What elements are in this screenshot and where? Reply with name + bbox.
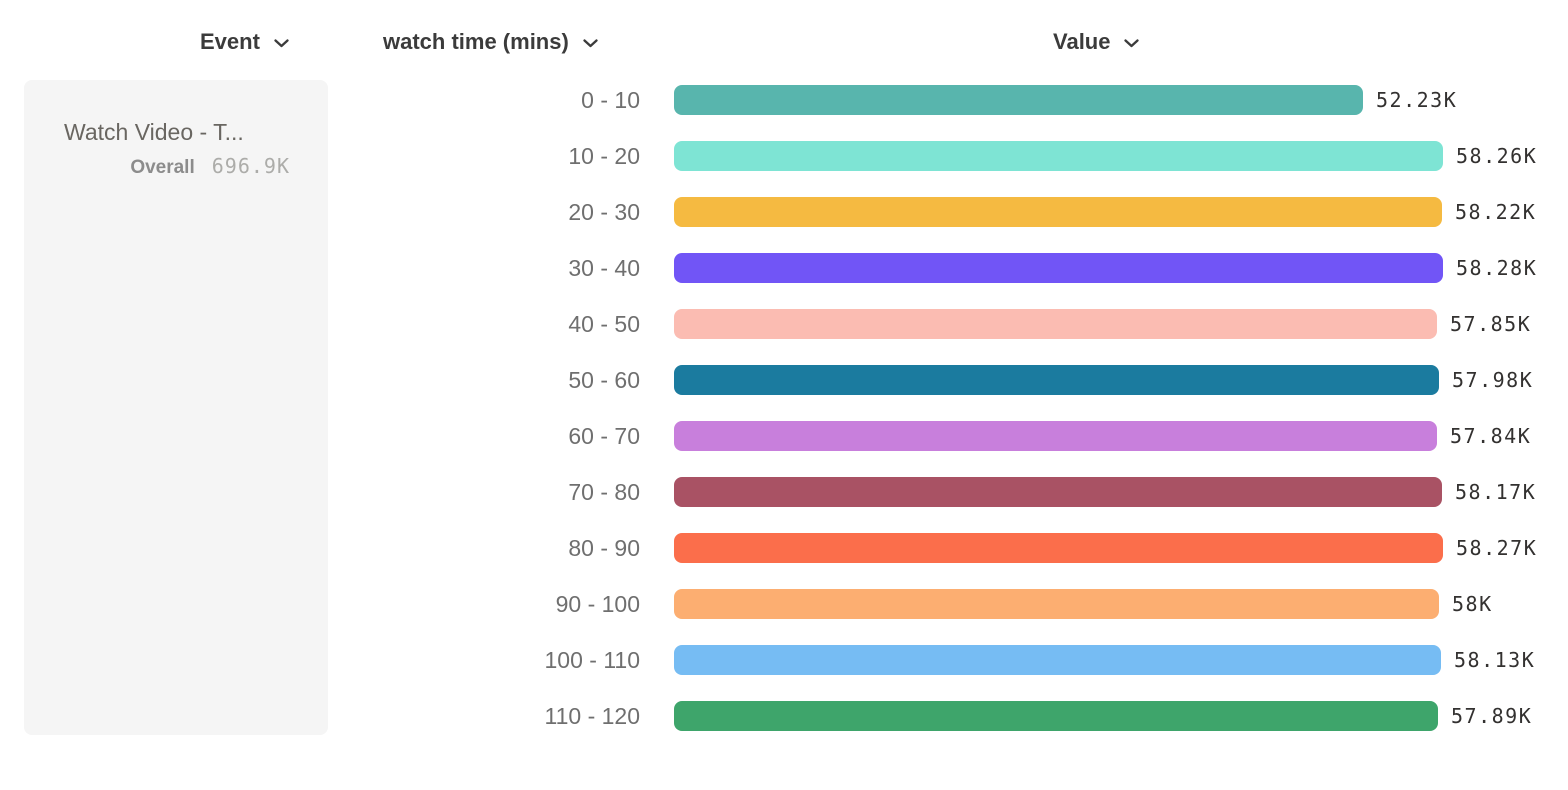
bar[interactable] bbox=[674, 197, 1442, 227]
bar[interactable] bbox=[674, 533, 1443, 563]
overall-row: Overall 696.9K bbox=[24, 154, 290, 179]
bar[interactable] bbox=[674, 309, 1437, 339]
chart-row: 90 - 100 58K bbox=[0, 576, 1568, 632]
chart-row: 30 - 40 58.28K bbox=[0, 240, 1568, 296]
column-header-event[interactable]: Event bbox=[200, 28, 289, 56]
bucket-label: 110 - 120 bbox=[544, 702, 640, 729]
chart-row: 60 - 70 57.84K bbox=[0, 408, 1568, 464]
chart-row: 10 - 20 58.26K bbox=[0, 128, 1568, 184]
chart-row: 80 - 90 58.27K bbox=[0, 520, 1568, 576]
bucket-label: 80 - 90 bbox=[568, 534, 640, 561]
value-label: 57.84K bbox=[1450, 424, 1532, 448]
bucket-label: 30 - 40 bbox=[568, 254, 640, 281]
value-label: 58.27K bbox=[1456, 536, 1538, 560]
bar-chart: 0 - 10 52.23K 10 - 20 58.26K 20 - 30 58.… bbox=[0, 72, 1568, 744]
column-header-watch-time-label: watch time (mins) bbox=[383, 29, 569, 54]
chart-row: 100 - 110 58.13K bbox=[0, 632, 1568, 688]
chart-row: 0 - 10 52.23K bbox=[0, 72, 1568, 128]
value-label: 57.89K bbox=[1451, 704, 1533, 728]
bucket-label: 90 - 100 bbox=[555, 590, 640, 617]
overall-label: Overall bbox=[130, 157, 195, 178]
bucket-label: 20 - 30 bbox=[568, 198, 640, 225]
value-label: 58.13K bbox=[1454, 648, 1536, 672]
chart-row: 70 - 80 58.17K bbox=[0, 464, 1568, 520]
value-label: 58.28K bbox=[1456, 256, 1538, 280]
column-header-watch-time[interactable]: watch time (mins) bbox=[383, 28, 598, 56]
value-label: 57.85K bbox=[1450, 312, 1532, 336]
chevron-down-icon bbox=[1124, 36, 1140, 48]
bar[interactable] bbox=[674, 701, 1438, 731]
overall-value: 696.9K bbox=[211, 154, 290, 178]
bar[interactable] bbox=[674, 421, 1437, 451]
bucket-label: 40 - 50 bbox=[568, 310, 640, 337]
chart-row: 110 - 120 57.89K bbox=[0, 688, 1568, 744]
column-header-value[interactable]: Value bbox=[1053, 28, 1140, 56]
bucket-label: 100 - 110 bbox=[544, 646, 640, 673]
event-title: Watch Video - T... bbox=[64, 119, 244, 145]
chart-row: 50 - 60 57.98K bbox=[0, 352, 1568, 408]
event-card[interactable]: Watch Video - T... Overall 696.9K bbox=[24, 80, 328, 735]
bar[interactable] bbox=[674, 253, 1443, 283]
bar[interactable] bbox=[674, 645, 1441, 675]
bucket-label: 50 - 60 bbox=[568, 366, 640, 393]
chart-row: 40 - 50 57.85K bbox=[0, 296, 1568, 352]
value-label: 58K bbox=[1452, 592, 1493, 616]
bar[interactable] bbox=[674, 365, 1439, 395]
column-header-value-label: Value bbox=[1053, 29, 1111, 54]
value-label: 57.98K bbox=[1452, 368, 1534, 392]
chart-row: 20 - 30 58.22K bbox=[0, 184, 1568, 240]
value-label: 58.26K bbox=[1456, 144, 1538, 168]
bucket-label: 10 - 20 bbox=[568, 142, 640, 169]
value-label: 58.22K bbox=[1455, 200, 1537, 224]
bucket-label: 0 - 10 bbox=[581, 86, 640, 113]
column-header-event-label: Event bbox=[200, 29, 260, 54]
chevron-down-icon bbox=[274, 36, 289, 48]
bar[interactable] bbox=[674, 141, 1443, 171]
chevron-down-icon bbox=[583, 36, 598, 48]
value-label: 52.23K bbox=[1376, 88, 1458, 112]
bar[interactable] bbox=[674, 85, 1363, 115]
bucket-label: 60 - 70 bbox=[568, 422, 640, 449]
bucket-label: 70 - 80 bbox=[568, 478, 640, 505]
bar[interactable] bbox=[674, 477, 1442, 507]
bar[interactable] bbox=[674, 589, 1439, 619]
value-label: 58.17K bbox=[1455, 480, 1537, 504]
